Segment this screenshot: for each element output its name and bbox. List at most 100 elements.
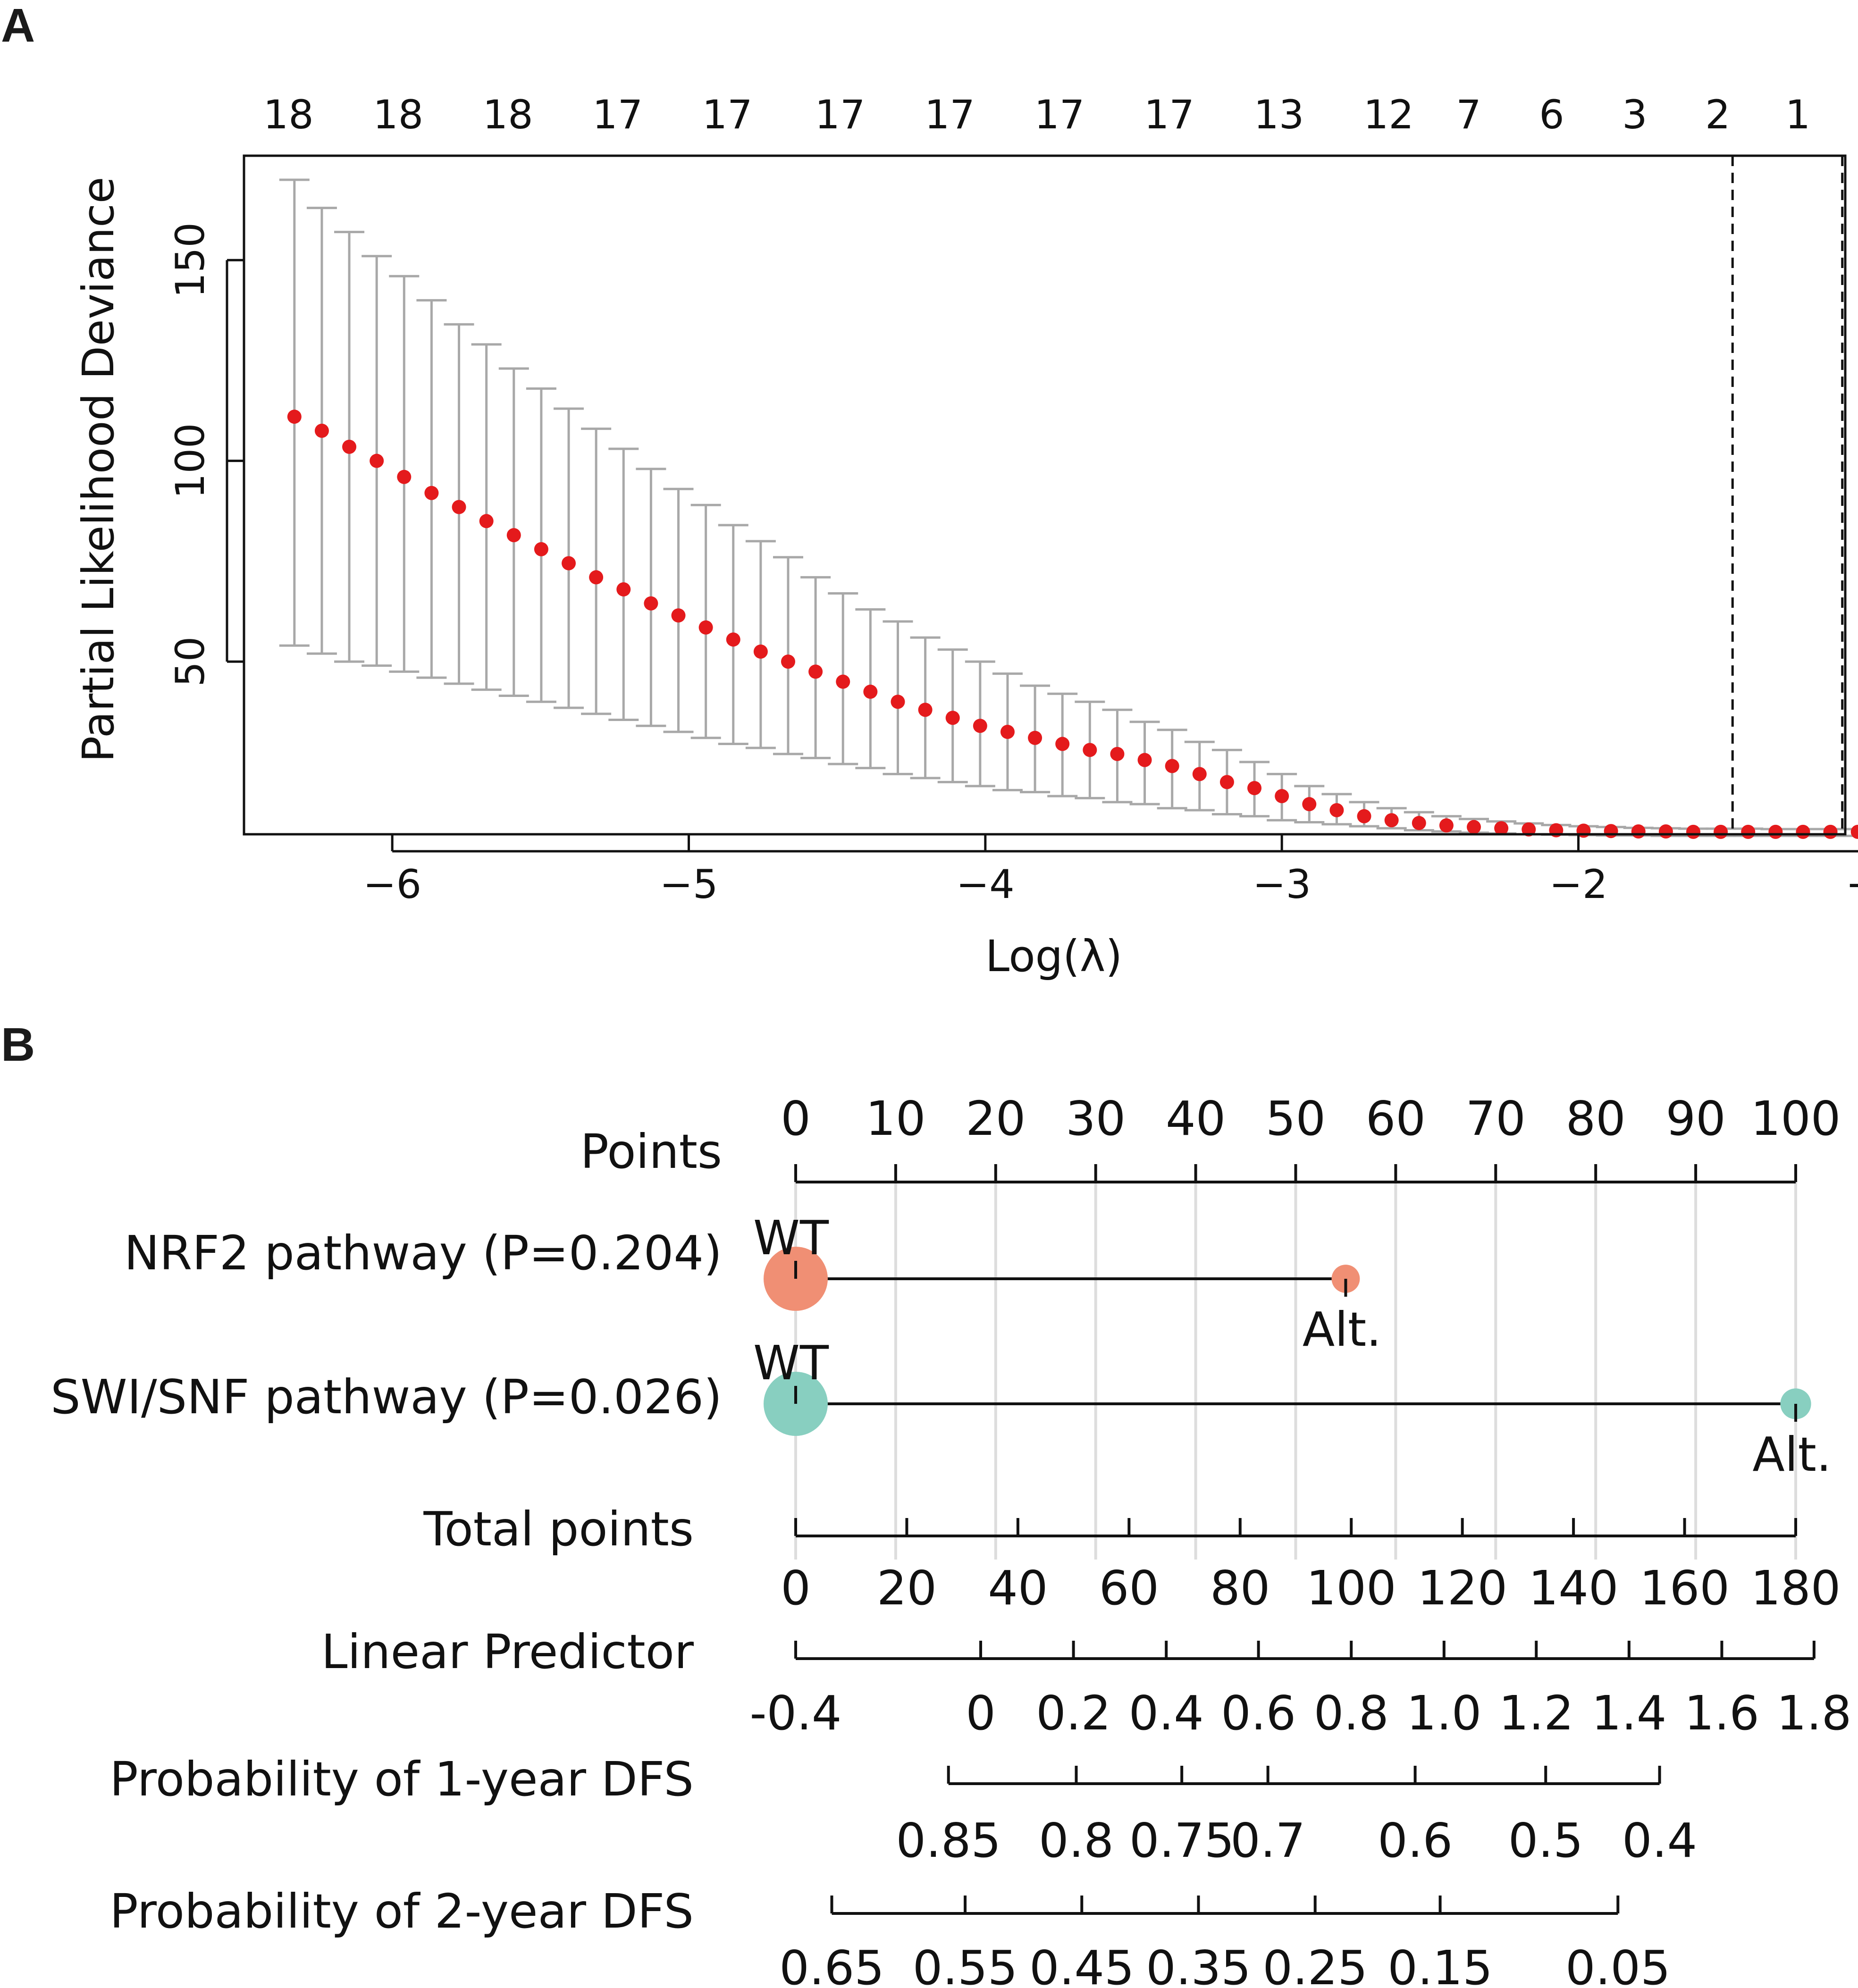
top-axis-label: 7 [1456, 92, 1481, 138]
deviance-point [479, 514, 494, 528]
axis-tick-label: 40 [988, 1560, 1048, 1616]
deviance-point [1631, 824, 1646, 839]
top-axis-label: 18 [373, 92, 423, 138]
deviance-point [562, 556, 576, 570]
factor-level-label: WT [753, 1335, 829, 1391]
y-axis-label: Partial Likelihood Deviance [73, 177, 124, 763]
deviance-point [534, 542, 548, 556]
deviance-point [452, 500, 466, 514]
top-axis-label: 13 [1253, 92, 1304, 138]
deviance-point [1604, 824, 1618, 839]
top-axis-label: 17 [702, 92, 753, 138]
nomogram-row: Linear Predictor -0.4 0 0.2 0.4 0.6 0.8 1.0 1.2 1… [321, 1624, 1852, 1741]
deviance-point [1522, 822, 1536, 837]
deviance-points [287, 410, 1858, 839]
deviance-point [370, 453, 384, 468]
y-tick-label: 150 [167, 222, 213, 298]
x-tick-label: −4 [956, 861, 1015, 907]
x-tick-label: −2 [1549, 861, 1608, 907]
axis-tick-label: 0.4 [1622, 1813, 1697, 1868]
deviance-point [1412, 816, 1426, 830]
deviance-point [1686, 824, 1700, 839]
deviance-point [314, 423, 329, 438]
axis-tick-label: 0.4 [1129, 1686, 1204, 1741]
deviance-point [1467, 820, 1481, 834]
axis-tick-label: 80 [1210, 1560, 1270, 1616]
deviance-point [1083, 743, 1097, 757]
axis-tick-label: 0.2 [1036, 1686, 1111, 1741]
panel-b-nomogram: Points 0 10 20 30 40 50 60 70 80 90 100 NRF2 pathway… [50, 1091, 1851, 1988]
top-axis-label: 17 [925, 92, 975, 138]
axis-tick-label: 1.8 [1776, 1686, 1851, 1741]
factor-level-label: WT [753, 1210, 829, 1266]
error-bars [279, 178, 1858, 837]
axis-tick-label: 0.45 [1029, 1940, 1135, 1988]
panel-label-a: A [1, 0, 35, 52]
top-axis-label: 17 [1144, 92, 1194, 138]
deviance-point [698, 620, 713, 635]
top-axis-label: 12 [1363, 92, 1414, 138]
axis-tick-label: 120 [1417, 1560, 1507, 1616]
deviance-point [342, 439, 357, 454]
lambda-vlines [1731, 156, 1844, 834]
deviance-point [973, 719, 987, 733]
axis-tick-label: 0.75 [1129, 1813, 1235, 1868]
deviance-point [1494, 821, 1509, 836]
plot-frame [243, 154, 1847, 836]
top-axis-label: 17 [1034, 92, 1085, 138]
axis-tick-label: 0.85 [896, 1813, 1001, 1868]
deviance-point [808, 664, 823, 679]
axis-tick-label: 0.8 [1314, 1686, 1389, 1741]
panel-a-lasso-plot: −6−5−4−3−2−15010015018181817171717171713… [73, 92, 1858, 981]
deviance-point [644, 596, 658, 611]
nomogram-gridlines [794, 1182, 1797, 1560]
deviance-point [287, 410, 302, 424]
nomogram-rows: Points 0 10 20 30 40 50 60 70 80 90 100 NRF2 pathway… [50, 1091, 1851, 1988]
deviance-point [1055, 737, 1070, 751]
axis-tick-label: 1.4 [1591, 1686, 1666, 1741]
panel-label-b: B [1, 1018, 35, 1071]
deviance-point [424, 486, 439, 500]
nomogram-row: SWI/SNF pathway (P=0.026) WT Alt. [50, 1335, 1832, 1482]
deviance-point [1741, 824, 1756, 839]
deviance-point [1384, 813, 1399, 828]
axis-tick-label: 70 [1466, 1091, 1526, 1146]
axis-tick-label: 40 [1166, 1091, 1226, 1146]
deviance-point [506, 528, 521, 543]
axis-tick-label: 180 [1751, 1560, 1841, 1616]
axis-tick-label: -0.4 [749, 1686, 841, 1741]
top-axis-label: 3 [1622, 92, 1647, 138]
axis-tick-label: 80 [1566, 1091, 1626, 1146]
deviance-point [863, 684, 878, 699]
axis-tick-label: 10 [866, 1091, 925, 1146]
x-tick-label: −5 [660, 861, 718, 907]
deviance-point [1768, 824, 1783, 839]
deviance-point [1796, 824, 1810, 839]
top-axis-label: 18 [483, 92, 533, 138]
deviance-point [1275, 789, 1289, 804]
row-label: Probability of 1-year DFS [109, 1752, 694, 1807]
row-label: Linear Predictor [321, 1624, 694, 1679]
axis-tick-label: 0.15 [1387, 1940, 1493, 1988]
nomogram-row: Probability of 1-year DFS 0.85 0.8 0.750.7 0… [109, 1752, 1697, 1868]
x-tick-label: −3 [1253, 861, 1311, 907]
axis-tick-label: 160 [1639, 1560, 1730, 1616]
deviance-point [1192, 767, 1207, 781]
top-axis-label: 6 [1539, 92, 1564, 138]
axis-tick-label: 0.7 [1230, 1813, 1305, 1868]
deviance-point [945, 711, 960, 725]
deviance-point [1110, 747, 1125, 761]
top-axis-label: 17 [815, 92, 866, 138]
x-tick-label: −1 [1846, 861, 1858, 907]
x-tick-label: −6 [363, 861, 421, 907]
deviance-point [1329, 803, 1344, 817]
axis-tick-label: 100 [1306, 1560, 1396, 1616]
deviance-point [726, 632, 740, 647]
axis-tick-label: 60 [1366, 1091, 1426, 1146]
deviance-point [1000, 725, 1015, 739]
axis-tick-label: 60 [1099, 1560, 1159, 1616]
deviance-point [397, 470, 412, 484]
axes: −6−5−4−3−2−15010015018181817171717171713… [167, 92, 1858, 907]
deviance-point [616, 582, 631, 596]
